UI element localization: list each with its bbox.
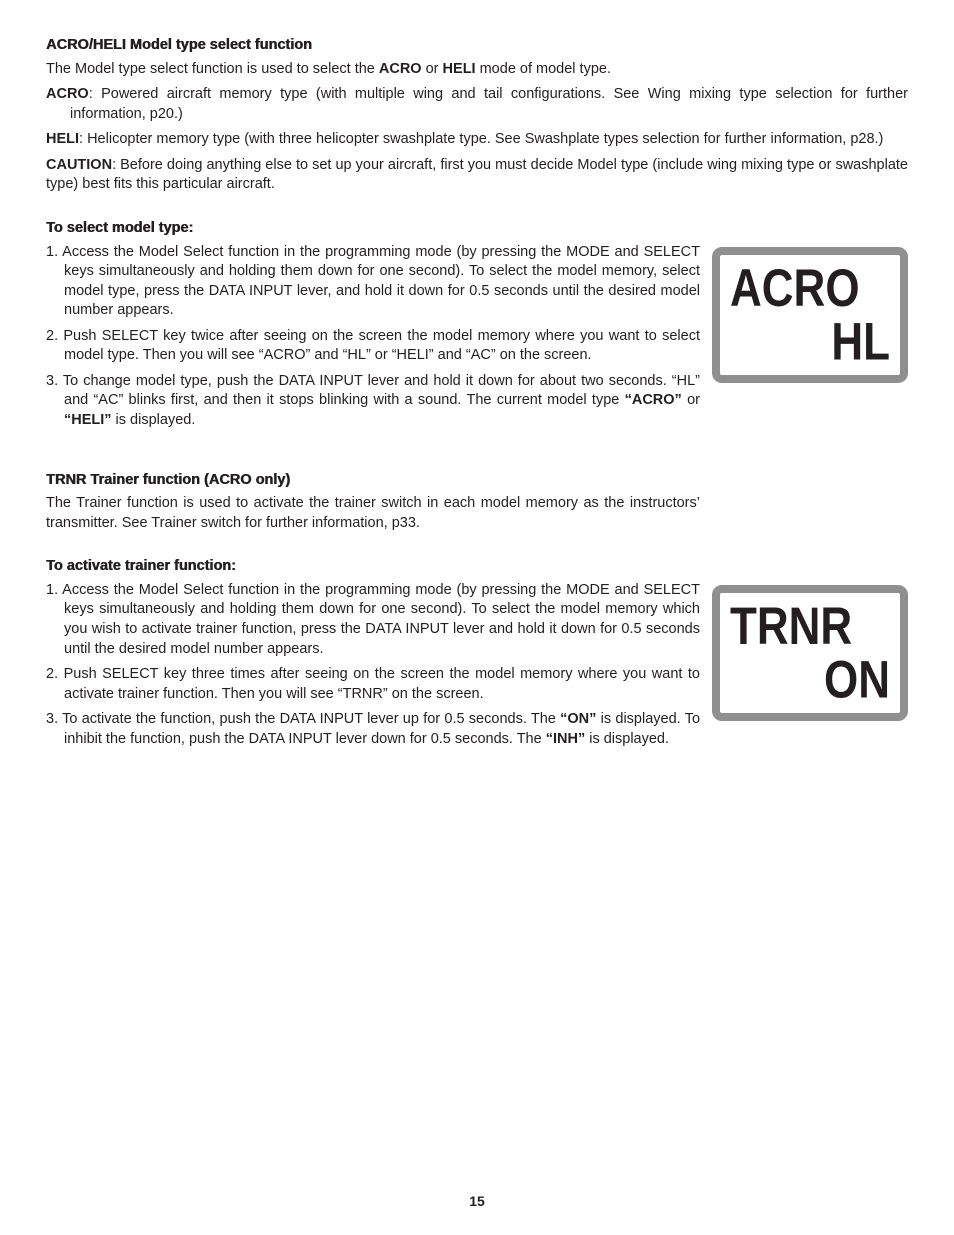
lcd-line-bottom: ON: [730, 654, 890, 707]
lcd-line-top: ACRO: [730, 263, 890, 316]
text: : Helicopter memory type (with three hel…: [79, 131, 883, 147]
section-trnr: TRNR Trainer function (ACRO only) The Tr…: [46, 471, 700, 540]
steps-text-column: 1. Access the Model Select function in t…: [46, 243, 700, 437]
text: is displayed.: [112, 412, 196, 428]
bold-label: ACRO: [46, 86, 89, 102]
bold-label: CAUTION: [46, 157, 112, 173]
steps-heading: To activate trainer function:: [46, 557, 908, 577]
bold-inline: “INH”: [546, 731, 585, 747]
heli-definition: HELI: Helicopter memory type (with three…: [70, 130, 908, 150]
text: 3. To activate the function, push the DA…: [46, 711, 560, 727]
manual-page: ACRO/HELI Model type select function The…: [0, 0, 954, 1235]
bold-inline: “HELI”: [64, 412, 112, 428]
text: mode of model type.: [476, 61, 611, 77]
text: or: [422, 61, 443, 77]
bold-heli-outline: HELI: [443, 61, 476, 77]
steps-text-column: 1. Access the Model Select function in t…: [46, 581, 700, 756]
section-heading: ACRO/HELI Model type select function: [46, 36, 908, 56]
bold-acro: ACRO: [379, 61, 422, 77]
ordered-list: 1. Access the Model Select function in t…: [46, 243, 700, 431]
lcd-display: ACRO HL: [712, 247, 908, 383]
list-item: 2. Push SELECT key three times after see…: [46, 665, 700, 704]
lcd-line-top: TRNR: [730, 601, 890, 654]
bold-label: HELI: [46, 131, 79, 147]
text: : Powered aircraft memory type (with mul…: [70, 86, 908, 122]
text: : Before doing anything else to set up y…: [46, 157, 908, 193]
acro-definition: ACRO: Powered aircraft memory type (with…: [70, 85, 908, 124]
ordered-list: 1. Access the Model Select function in t…: [46, 581, 700, 750]
list-item: 1. Access the Model Select function in t…: [46, 581, 700, 659]
list-item: 3. To change model type, push the DATA I…: [46, 372, 700, 431]
list-item: 2. Push SELECT key twice after seeing on…: [46, 327, 700, 366]
bold-inline: “ON”: [560, 711, 596, 727]
text: 3. To change model type, push the DATA I…: [46, 373, 700, 409]
section-acro-heli: ACRO/HELI Model type select function The…: [46, 36, 908, 195]
intro-paragraph: The Model type select function is used t…: [46, 60, 908, 80]
section-heading: TRNR Trainer function (ACRO only): [46, 471, 700, 491]
caution-paragraph: CAUTION: Before doing anything else to s…: [46, 156, 908, 195]
steps-row: 1. Access the Model Select function in t…: [46, 581, 908, 756]
steps-heading: To select model type:: [46, 219, 908, 239]
text: or: [682, 392, 700, 408]
list-item: 3. To activate the function, push the DA…: [46, 710, 700, 749]
text: The Model type select function is used t…: [46, 61, 379, 77]
lcd-display: TRNR ON: [712, 585, 908, 721]
page-number: 15: [0, 1192, 954, 1211]
bold-inline: “ACRO”: [625, 392, 682, 408]
list-item: 1. Access the Model Select function in t…: [46, 243, 700, 321]
steps-row: 1. Access the Model Select function in t…: [46, 243, 908, 437]
section-trnr-row: TRNR Trainer function (ACRO only) The Tr…: [46, 471, 908, 540]
lcd-line-bottom: HL: [730, 316, 890, 369]
intro-paragraph: The Trainer function is used to activate…: [46, 494, 700, 533]
text: is displayed.: [585, 731, 669, 747]
